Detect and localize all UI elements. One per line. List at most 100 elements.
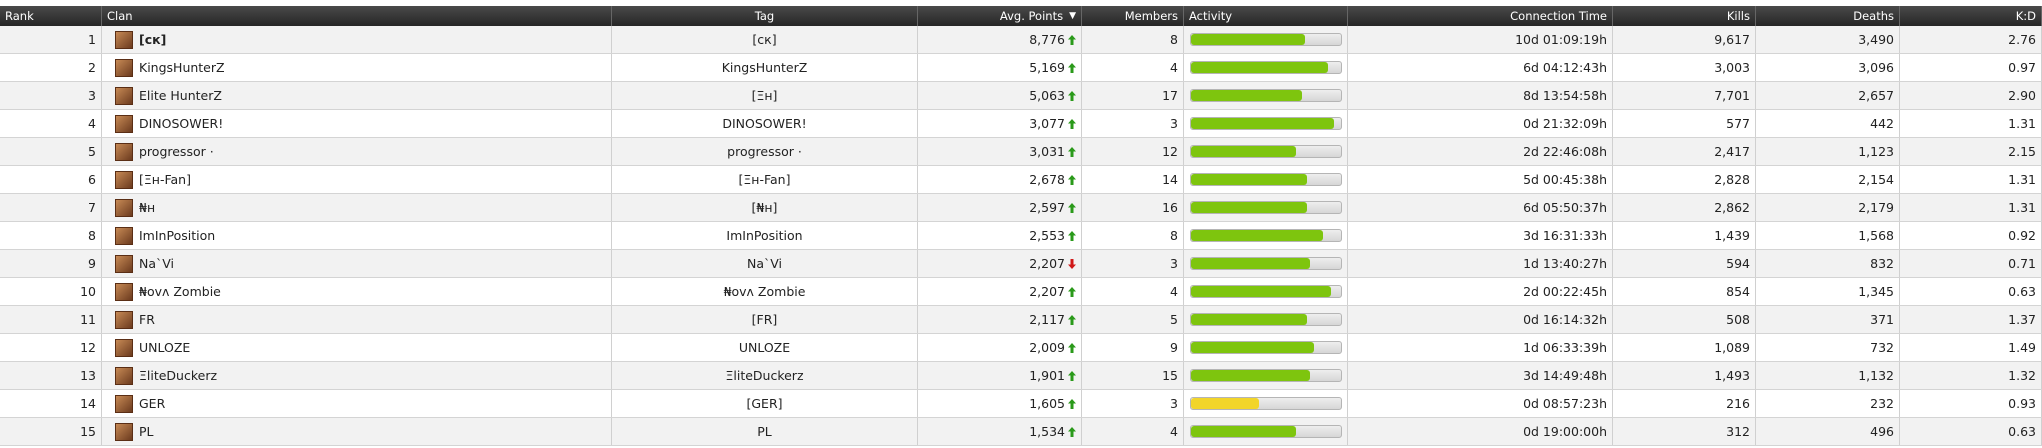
activity-track — [1190, 33, 1342, 46]
column-header[interactable]: Deaths — [1756, 6, 1900, 26]
clan-name[interactable]: Elite HunterZ — [139, 88, 222, 103]
table-cell: 1,089 — [1613, 334, 1756, 361]
clan-avatar — [115, 114, 133, 133]
table-cell: 496 — [1756, 418, 1900, 445]
activity-track — [1190, 369, 1342, 382]
table-cell: 4 — [1082, 418, 1184, 445]
table-row[interactable]: 5 progressor · progressor · 3,031 12 2d 22:46… — [0, 138, 2042, 166]
kills: 2,417 — [1714, 144, 1750, 159]
rank: 8 — [88, 228, 96, 243]
table-row[interactable]: 11 FR [FR] 2,117 5 0d 16:14:32h 508 371 1.37 — [0, 306, 2042, 334]
table-cell: Na`Vi — [612, 250, 918, 277]
column-header[interactable]: Kills — [1613, 6, 1756, 26]
table-cell: 577 — [1613, 110, 1756, 137]
tag: DINOSOWER! — [722, 116, 807, 131]
table-cell: 7,701 — [1613, 82, 1756, 109]
clan-name[interactable]: progressor · — [139, 144, 214, 159]
activity-bar — [1191, 398, 1259, 409]
connection-time: 6d 05:50:37h — [1523, 200, 1607, 215]
clan-name[interactable]: FR — [139, 312, 155, 327]
table-cell: 1,132 — [1756, 362, 1900, 389]
clan-name[interactable]: UNLOZE — [139, 340, 191, 355]
table-row[interactable]: 13 ΞliteDuckerz ΞliteDuckerz 1,901 15 3d 14:4… — [0, 362, 2042, 390]
table-cell: 8 — [0, 222, 102, 249]
table-row[interactable]: 9 Na`Vi Na`Vi 2,207 3 1d 13:40:27h 594 832 0.71 — [0, 250, 2042, 278]
trend-arrow — [1068, 426, 1076, 437]
table-cell: 832 — [1756, 250, 1900, 277]
table-row[interactable]: 14 GER [GER] 1,605 3 0d 08:57:23h 216 232 0.93 — [0, 390, 2042, 418]
table-cell — [1184, 54, 1348, 81]
table-cell: 2,179 — [1756, 194, 1900, 221]
table-cell — [1184, 334, 1348, 361]
table-cell: 442 — [1756, 110, 1900, 137]
column-header-label: Avg. Points — [999, 9, 1064, 23]
table-cell: KingsHunterZ — [102, 54, 612, 81]
table-row[interactable]: 3 Elite HunterZ [Ξн] 5,063 17 8d 13:54:58h 7,7… — [0, 82, 2042, 110]
table-cell: 732 — [1756, 334, 1900, 361]
table-row[interactable]: 2 KingsHunterZ KingsHunterZ 5,169 4 6d 04:12:… — [0, 54, 2042, 82]
table-cell: 3,490 — [1756, 26, 1900, 53]
table-cell: 7 — [0, 194, 102, 221]
clan-name[interactable]: GER — [139, 396, 166, 411]
table-row[interactable]: 15 PL PL 1,534 4 0d 19:00:00h 312 496 0.63 — [0, 418, 2042, 446]
table-cell: ImInPosition — [102, 222, 612, 249]
kills: 2,828 — [1714, 172, 1750, 187]
column-header[interactable]: Members — [1082, 6, 1184, 26]
table-row[interactable]: 8 ImInPosition ImInPosition 2,553 8 3d 16:31:… — [0, 222, 2042, 250]
table-row[interactable]: 7 ₦н [₦н] 2,597 16 6d 05:50:37h 2,862 2,179 1.31 — [0, 194, 2042, 222]
table-cell: 1.37 — [1900, 306, 2042, 333]
clan-avatar — [115, 58, 133, 77]
table-cell: 8 — [1082, 26, 1184, 53]
trend-arrow-shape — [1068, 118, 1076, 129]
table-cell: 0.63 — [1900, 278, 2042, 305]
column-header[interactable]: Tag — [612, 6, 918, 26]
clan-name[interactable]: ₦ovʌ Zombie — [139, 284, 221, 299]
clan-name[interactable]: KingsHunterZ — [139, 60, 225, 75]
clan-name[interactable]: DINOSOWER! — [139, 116, 224, 131]
avg-points: 5,169 — [1029, 60, 1065, 75]
members: 5 — [1170, 312, 1178, 327]
table-row[interactable]: 6 [Ξн-Fan] [Ξн-Fan] 2,678 14 5d 00:45:38h 2,82… — [0, 166, 2042, 194]
table-row[interactable]: 4 DINOSOWER! DINOSOWER! 3,077 3 0d 21:32:09h 5… — [0, 110, 2042, 138]
clan-name[interactable]: Na`Vi — [139, 256, 175, 271]
table-cell: 1,439 — [1613, 222, 1756, 249]
trend-arrow — [1068, 370, 1076, 381]
rank: 1 — [88, 32, 96, 47]
table-cell: ΞliteDuckerz — [102, 362, 612, 389]
column-header[interactable]: Connection Time — [1348, 6, 1613, 26]
column-header[interactable]: Clan — [102, 6, 612, 26]
table-row[interactable]: 12 UNLOZE UNLOZE 2,009 9 1d 06:33:39h 1,089 732… — [0, 334, 2042, 362]
clan-name[interactable]: ₦н — [139, 200, 156, 215]
avg-points: 1,901 — [1029, 368, 1065, 383]
table-row[interactable]: 10 ₦ovʌ Zombie ₦ovʌ Zombie 2,207 4 2d 00:22:4… — [0, 278, 2042, 306]
clan-name[interactable]: [cк] — [139, 32, 167, 47]
clan-name[interactable]: [Ξн-Fan] — [139, 172, 191, 187]
connection-time: 0d 08:57:23h — [1523, 396, 1607, 411]
members: 3 — [1170, 256, 1178, 271]
table-cell: 9,617 — [1613, 26, 1756, 53]
activity-bar — [1191, 174, 1307, 185]
deaths: 3,096 — [1858, 60, 1894, 75]
table-cell: 1,123 — [1756, 138, 1900, 165]
table-cell: 0.71 — [1900, 250, 2042, 277]
tag: ΞliteDuckerz — [725, 368, 804, 383]
table-cell: 2 — [0, 54, 102, 81]
kills: 3,003 — [1714, 60, 1750, 75]
clan-name[interactable]: ΞliteDuckerz — [139, 368, 218, 383]
kd: 1.31 — [2008, 116, 2036, 131]
column-header[interactable]: Rank — [0, 6, 102, 26]
clan-name[interactable]: ImInPosition — [139, 228, 216, 243]
column-header[interactable]: K:D — [1900, 6, 2042, 26]
table-cell: [cк] — [612, 26, 918, 53]
table-cell: 1,493 — [1613, 362, 1756, 389]
table-cell: GER — [102, 390, 612, 417]
activity-bar — [1191, 286, 1331, 297]
column-header[interactable]: Avg. Points ▼ — [918, 6, 1082, 26]
avg-points: 2,009 — [1029, 340, 1065, 355]
clan-name[interactable]: PL — [139, 424, 154, 439]
rank: 4 — [88, 116, 96, 131]
column-header-label: Deaths — [1853, 9, 1894, 23]
table-cell: 1.31 — [1900, 166, 2042, 193]
table-row[interactable]: 1 [cк] [cк] 8,776 8 10d 01:09:19h 9,617 3,490 2.… — [0, 26, 2042, 54]
kills: 312 — [1726, 424, 1750, 439]
